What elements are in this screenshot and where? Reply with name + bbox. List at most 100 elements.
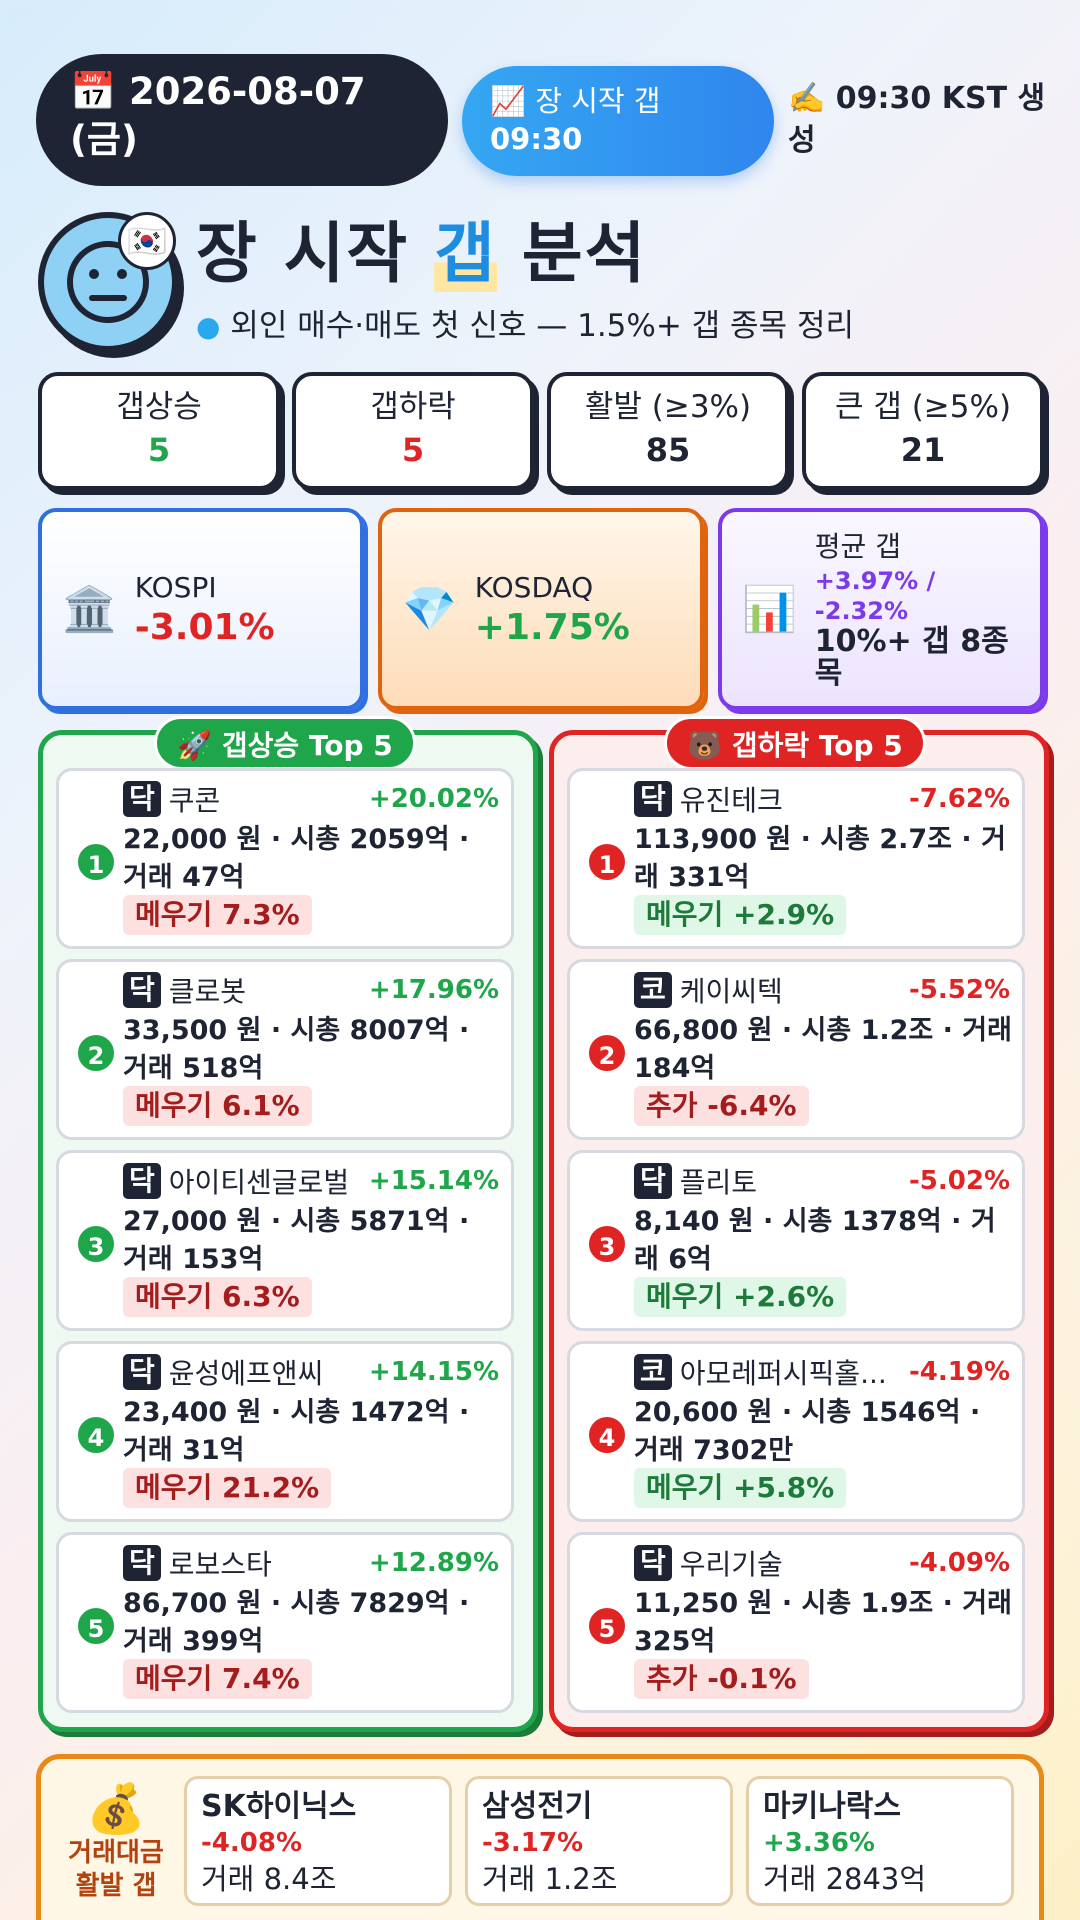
- volume-label-1: 거래대금: [68, 1838, 164, 1868]
- date-badge: 📅 2026-08-07 (금): [36, 54, 448, 186]
- gap-fill-tag: 추가 -0.1%: [634, 1659, 809, 1699]
- stock-name: 아이티센글로벌: [168, 1166, 350, 1199]
- market-badge: 닥: [634, 781, 672, 817]
- stat-value: 85: [645, 431, 691, 469]
- stock-card[interactable]: 1 닥 유진테크 -7.62% 113,900 원 · 시총 2.7조 · 거래 331…: [567, 768, 1025, 949]
- stock-detail: 66,800 원 · 시총 1.2조 · 거래 184억: [634, 1015, 1012, 1084]
- volume-label-block: 💰 거래대금 활발 갭: [56, 1780, 176, 1903]
- stat-big-gap: 큰 갭 (≥5%) 21: [802, 372, 1044, 490]
- title-part2: 분석: [496, 215, 648, 292]
- stock-card[interactable]: 3 닥 아이티센글로벌 +15.14% 27,000 원 · 시총 5871억 · 거래…: [56, 1150, 514, 1331]
- gap-down-title: 🐻 갭하락 Top 5: [664, 716, 926, 770]
- avg-gap-name: 평균 갭: [814, 530, 901, 563]
- volume-item-trade: 거래 8.4조: [201, 1862, 337, 1896]
- stock-name: 클로봇: [168, 975, 247, 1008]
- stock-pct: +14.15%: [368, 1357, 499, 1387]
- stock-detail: 113,900 원 · 시총 2.7조 · 거래 331억: [634, 824, 1006, 893]
- stock-pct: -5.52%: [909, 975, 1010, 1005]
- session-badge: 📈 장 시작 갭 09:30: [462, 66, 774, 176]
- bank-icon: 🏛️: [62, 584, 117, 635]
- kosdaq-pct: +1.75%: [474, 607, 630, 648]
- stat-gap-down: 갭하락 5: [292, 372, 534, 490]
- subtitle-text: 외인 매수·매도 첫 신호 — 1.5%+ 갭 종목 정리: [230, 308, 854, 344]
- stock-header: 닥 아이티센글로벌 +15.14%: [123, 1161, 499, 1201]
- stock-header: 닥 쿠콘 +20.02%: [123, 779, 499, 819]
- avg-gap-card: 📊 평균 갭 +3.97% / -2.32% 10%+ 갭 8종목: [718, 508, 1044, 710]
- stat-label: 갭상승: [116, 389, 202, 425]
- rank-badge: 1: [586, 841, 628, 883]
- stat-gap-up: 갭상승 5: [38, 372, 280, 490]
- title-highlight: 갭: [434, 215, 497, 292]
- market-badge: 닥: [123, 1163, 161, 1199]
- volume-item-pct: -3.17%: [482, 1828, 583, 1858]
- stock-card[interactable]: 2 코 케이씨텍 -5.52% 66,800 원 · 시총 1.2조 · 거래 184억…: [567, 959, 1025, 1140]
- diamond-icon: 💎: [402, 584, 457, 635]
- stat-value: 5: [401, 431, 425, 469]
- market-badge: 닥: [123, 1354, 161, 1390]
- stock-pct: -4.09%: [909, 1548, 1010, 1578]
- stat-value: 5: [147, 431, 171, 469]
- stock-header: 닥 윤성에프앤씨 +14.15%: [123, 1352, 499, 1392]
- stock-header: 코 케이씨텍 -5.52%: [634, 970, 1010, 1010]
- stat-label: 큰 갭 (≥5%): [834, 389, 1012, 425]
- stock-card[interactable]: 5 닥 로보스타 +12.89% 86,700 원 · 시총 7829억 · 거래 39…: [56, 1532, 514, 1713]
- market-badge: 코: [634, 972, 672, 1008]
- volume-item: SK하이닉스 -4.08% 거래 8.4조: [184, 1776, 452, 1906]
- avg-gap-pct: +3.97% / -2.32%: [814, 567, 936, 625]
- stock-pct: -4.19%: [909, 1357, 1010, 1387]
- stock-pct: -7.62%: [909, 784, 1010, 814]
- stock-pct: +17.96%: [368, 975, 499, 1005]
- stock-card[interactable]: 5 닥 우리기술 -4.09% 11,250 원 · 시총 1.9조 · 거래 325억…: [567, 1532, 1025, 1713]
- generated-time: ✍️ 09:30 KST 생성: [788, 81, 1046, 158]
- stock-detail: 33,500 원 · 시총 8007억 · 거래 518억: [123, 1015, 470, 1084]
- stock-card[interactable]: 2 닥 클로봇 +17.96% 33,500 원 · 시총 8007억 · 거래 518…: [56, 959, 514, 1140]
- kospi-card: 🏛️ KOSPI -3.01%: [38, 508, 364, 710]
- stock-detail: 20,600 원 · 시총 1546억 · 거래 7302만: [634, 1397, 981, 1466]
- rank-badge: 2: [75, 1032, 117, 1074]
- rank-badge: 3: [586, 1223, 628, 1265]
- volume-item-pct: +3.36%: [763, 1828, 875, 1858]
- rank-badge: 4: [586, 1414, 628, 1456]
- volume-item-trade: 거래 1.2조: [482, 1862, 618, 1896]
- volume-item-pct: -4.08%: [201, 1828, 302, 1858]
- stat-value: 21: [900, 431, 946, 469]
- rank-badge: 5: [75, 1605, 117, 1647]
- volume-item: 삼성전기 -3.17% 거래 1.2조: [465, 1776, 733, 1906]
- rank-badge: 3: [75, 1223, 117, 1265]
- stat-active: 활발 (≥3%) 85: [547, 372, 789, 490]
- stock-detail: 27,000 원 · 시총 5871억 · 거래 153억: [123, 1206, 470, 1275]
- kospi-pct: -3.01%: [134, 607, 275, 648]
- volume-item-name: SK하이닉스: [201, 1789, 357, 1824]
- stock-name: 아모레퍼시픽홀...: [679, 1357, 887, 1390]
- stock-card[interactable]: 4 코 아모레퍼시픽홀... -4.19% 20,600 원 · 시총 1546억 · …: [567, 1341, 1025, 1522]
- stock-card[interactable]: 3 닥 플리토 -5.02% 8,140 원 · 시총 1378억 · 거래 6억 메우기…: [567, 1150, 1025, 1331]
- gap-fill-tag: 메우기 +2.6%: [634, 1277, 847, 1317]
- gap-fill-tag: 메우기 +2.9%: [634, 895, 847, 935]
- volume-label-2: 활발 갭: [75, 1871, 157, 1901]
- money-bag-icon: 💰: [86, 1781, 146, 1837]
- stock-header: 닥 우리기술 -4.09%: [634, 1543, 1010, 1583]
- neutral-face-icon: [67, 241, 149, 323]
- stock-pct: +12.89%: [368, 1548, 499, 1578]
- stock-header: 닥 로보스타 +12.89%: [123, 1543, 499, 1583]
- stock-name: 윤성에프앤씨: [168, 1357, 324, 1390]
- stock-header: 닥 클로봇 +17.96%: [123, 970, 499, 1010]
- rank-badge: 4: [75, 1414, 117, 1456]
- stock-header: 코 아모레퍼시픽홀... -4.19%: [634, 1352, 1010, 1392]
- gap-fill-tag: 메우기 6.3%: [123, 1277, 312, 1317]
- stock-pct: -5.02%: [909, 1166, 1010, 1196]
- stock-card[interactable]: 4 닥 윤성에프앤씨 +14.15% 23,400 원 · 시총 1472억 · 거래 …: [56, 1341, 514, 1522]
- stock-name: 쿠콘: [168, 784, 221, 817]
- stock-card[interactable]: 1 닥 쿠콘 +20.02% 22,000 원 · 시총 2059억 · 거래 47억 메…: [56, 768, 514, 949]
- session-time: 09:30: [490, 122, 583, 156]
- volume-item-name: 삼성전기: [482, 1789, 593, 1824]
- gap-fill-tag: 메우기 21.2%: [123, 1468, 332, 1508]
- kosdaq-card: 💎 KOSDAQ +1.75%: [378, 508, 704, 710]
- stock-detail: 23,400 원 · 시총 1472억 · 거래 31억: [123, 1397, 470, 1466]
- market-badge: 코: [634, 1354, 672, 1390]
- rank-badge: 1: [75, 841, 117, 883]
- stock-header: 닥 플리토 -5.02%: [634, 1161, 1010, 1201]
- page-title: 장 시작 갭 분석: [196, 200, 647, 296]
- gap-fill-tag: 메우기 7.4%: [123, 1659, 312, 1699]
- market-badge: 닥: [123, 1545, 161, 1581]
